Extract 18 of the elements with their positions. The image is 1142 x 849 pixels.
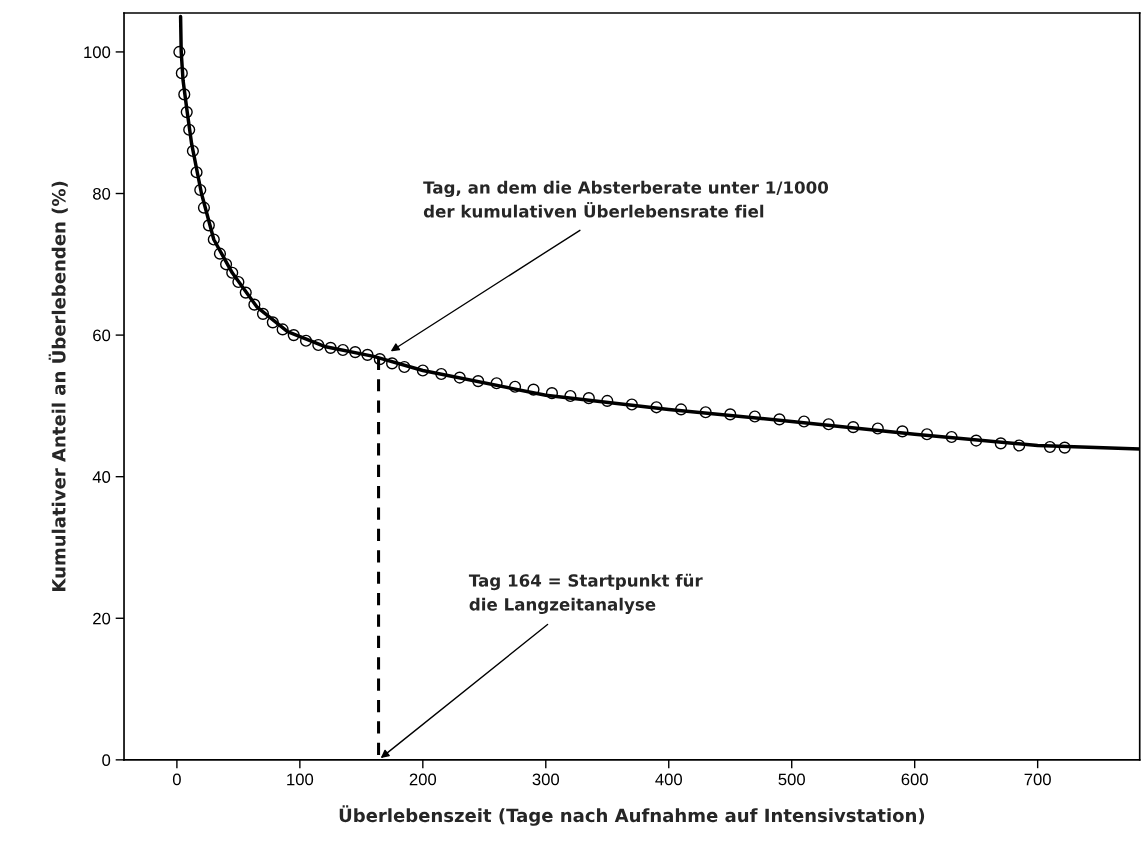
x-tick-label: 500 — [778, 773, 805, 786]
x-tick-label: 700 — [1024, 773, 1051, 786]
y-tick-label: 80 — [93, 187, 111, 200]
y-tick-label: 100 — [84, 46, 111, 59]
y-tick-label: 40 — [92, 471, 111, 483]
y-tick-label: 0 — [102, 754, 111, 767]
x-tick-label: 100 — [287, 773, 314, 786]
y-tick-label: 20 — [93, 612, 111, 625]
x-axis-title: Überlebenszeit (Tage nach Aufnahme auf Intensivstation) — [339, 805, 925, 826]
x-tick-label: 300 — [532, 773, 560, 786]
x-tick-label: 0 — [172, 773, 181, 786]
y-tick-label: 60 — [93, 329, 111, 342]
y-axis-title: Kumulativer Anteil an Überlebenden (%) — [48, 181, 68, 591]
x-tick-label: 400 — [655, 773, 683, 786]
x-tick-label: 200 — [409, 773, 437, 786]
annotation: Tag 164 = Startpunkt für die Langzeitanalyse — [468, 573, 703, 615]
annotation: Tag, an dem die Absterberate unter 1/1000 der kumulativen Überlebensrate fiel — [423, 180, 829, 218]
x-tick-label: 600 — [901, 773, 928, 786]
